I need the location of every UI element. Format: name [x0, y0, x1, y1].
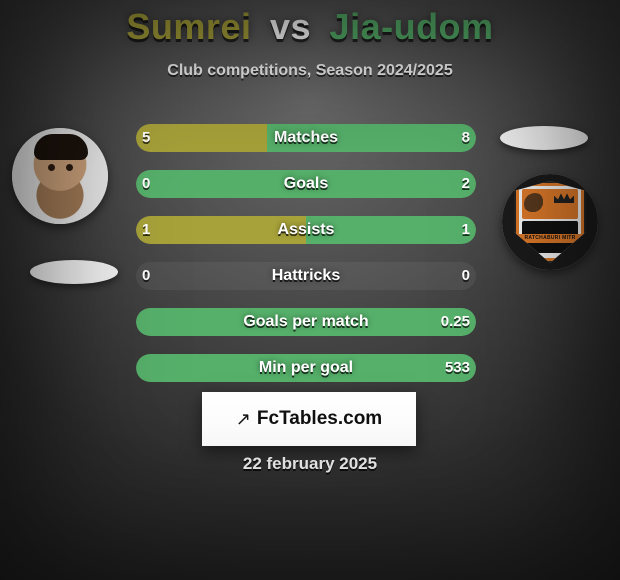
brand-text: FcTables.com	[257, 408, 382, 430]
stat-row: Hattricks0 0	[136, 262, 476, 290]
stat-row: Min per goal533	[136, 354, 476, 382]
stat-row: Goals per match0.25	[136, 308, 476, 336]
player1-face-icon	[12, 128, 108, 224]
stat-label: Hattricks	[136, 262, 476, 290]
lion-icon	[524, 193, 546, 215]
player2-club-oval	[500, 126, 588, 150]
subtitle: Club competitions, Season 2024/2025	[0, 62, 620, 80]
stat-fill-right	[136, 170, 476, 198]
player2-club-badge: RATCHABURI MITR PHOL	[502, 174, 598, 270]
infographic-date: 22 february 2025	[0, 454, 620, 474]
stat-rows: Matches58 Goals02 Assists11 Hattricks0 0 Goal…	[136, 124, 476, 400]
title-player1: Sumrei	[126, 6, 251, 47]
stat-row: Goals02	[136, 170, 476, 198]
stat-row: Matches58	[136, 124, 476, 152]
stat-fill-right	[306, 216, 476, 244]
comparison-infographic: Sumrei vs Jia-udom Club competitions, Se…	[0, 0, 620, 580]
club-badge-icon: RATCHABURI MITR PHOL	[502, 174, 598, 270]
stat-fill-right	[136, 354, 476, 382]
player1-club-oval	[30, 260, 118, 284]
stat-value-left: 0	[142, 262, 198, 290]
brand-box: ↗ FcTables.com	[202, 392, 416, 446]
page-title: Sumrei vs Jia-udom	[0, 6, 620, 48]
shield-icon: RATCHABURI MITR PHOL	[514, 181, 586, 263]
stat-row: Assists11	[136, 216, 476, 244]
stat-fill-left	[136, 216, 306, 244]
title-player2: Jia-udom	[330, 6, 494, 47]
player1-avatar	[12, 128, 108, 224]
stat-fill-left	[136, 124, 267, 152]
player1-hair-icon	[34, 134, 88, 160]
stat-fill-right	[136, 308, 476, 336]
title-vs: vs	[270, 6, 311, 47]
brand-logo-icon: ↗	[236, 409, 251, 430]
stat-fill-right	[267, 124, 476, 152]
shield-ribbon: RATCHABURI MITR PHOL	[518, 234, 582, 243]
stat-value-right: 0	[414, 262, 470, 290]
